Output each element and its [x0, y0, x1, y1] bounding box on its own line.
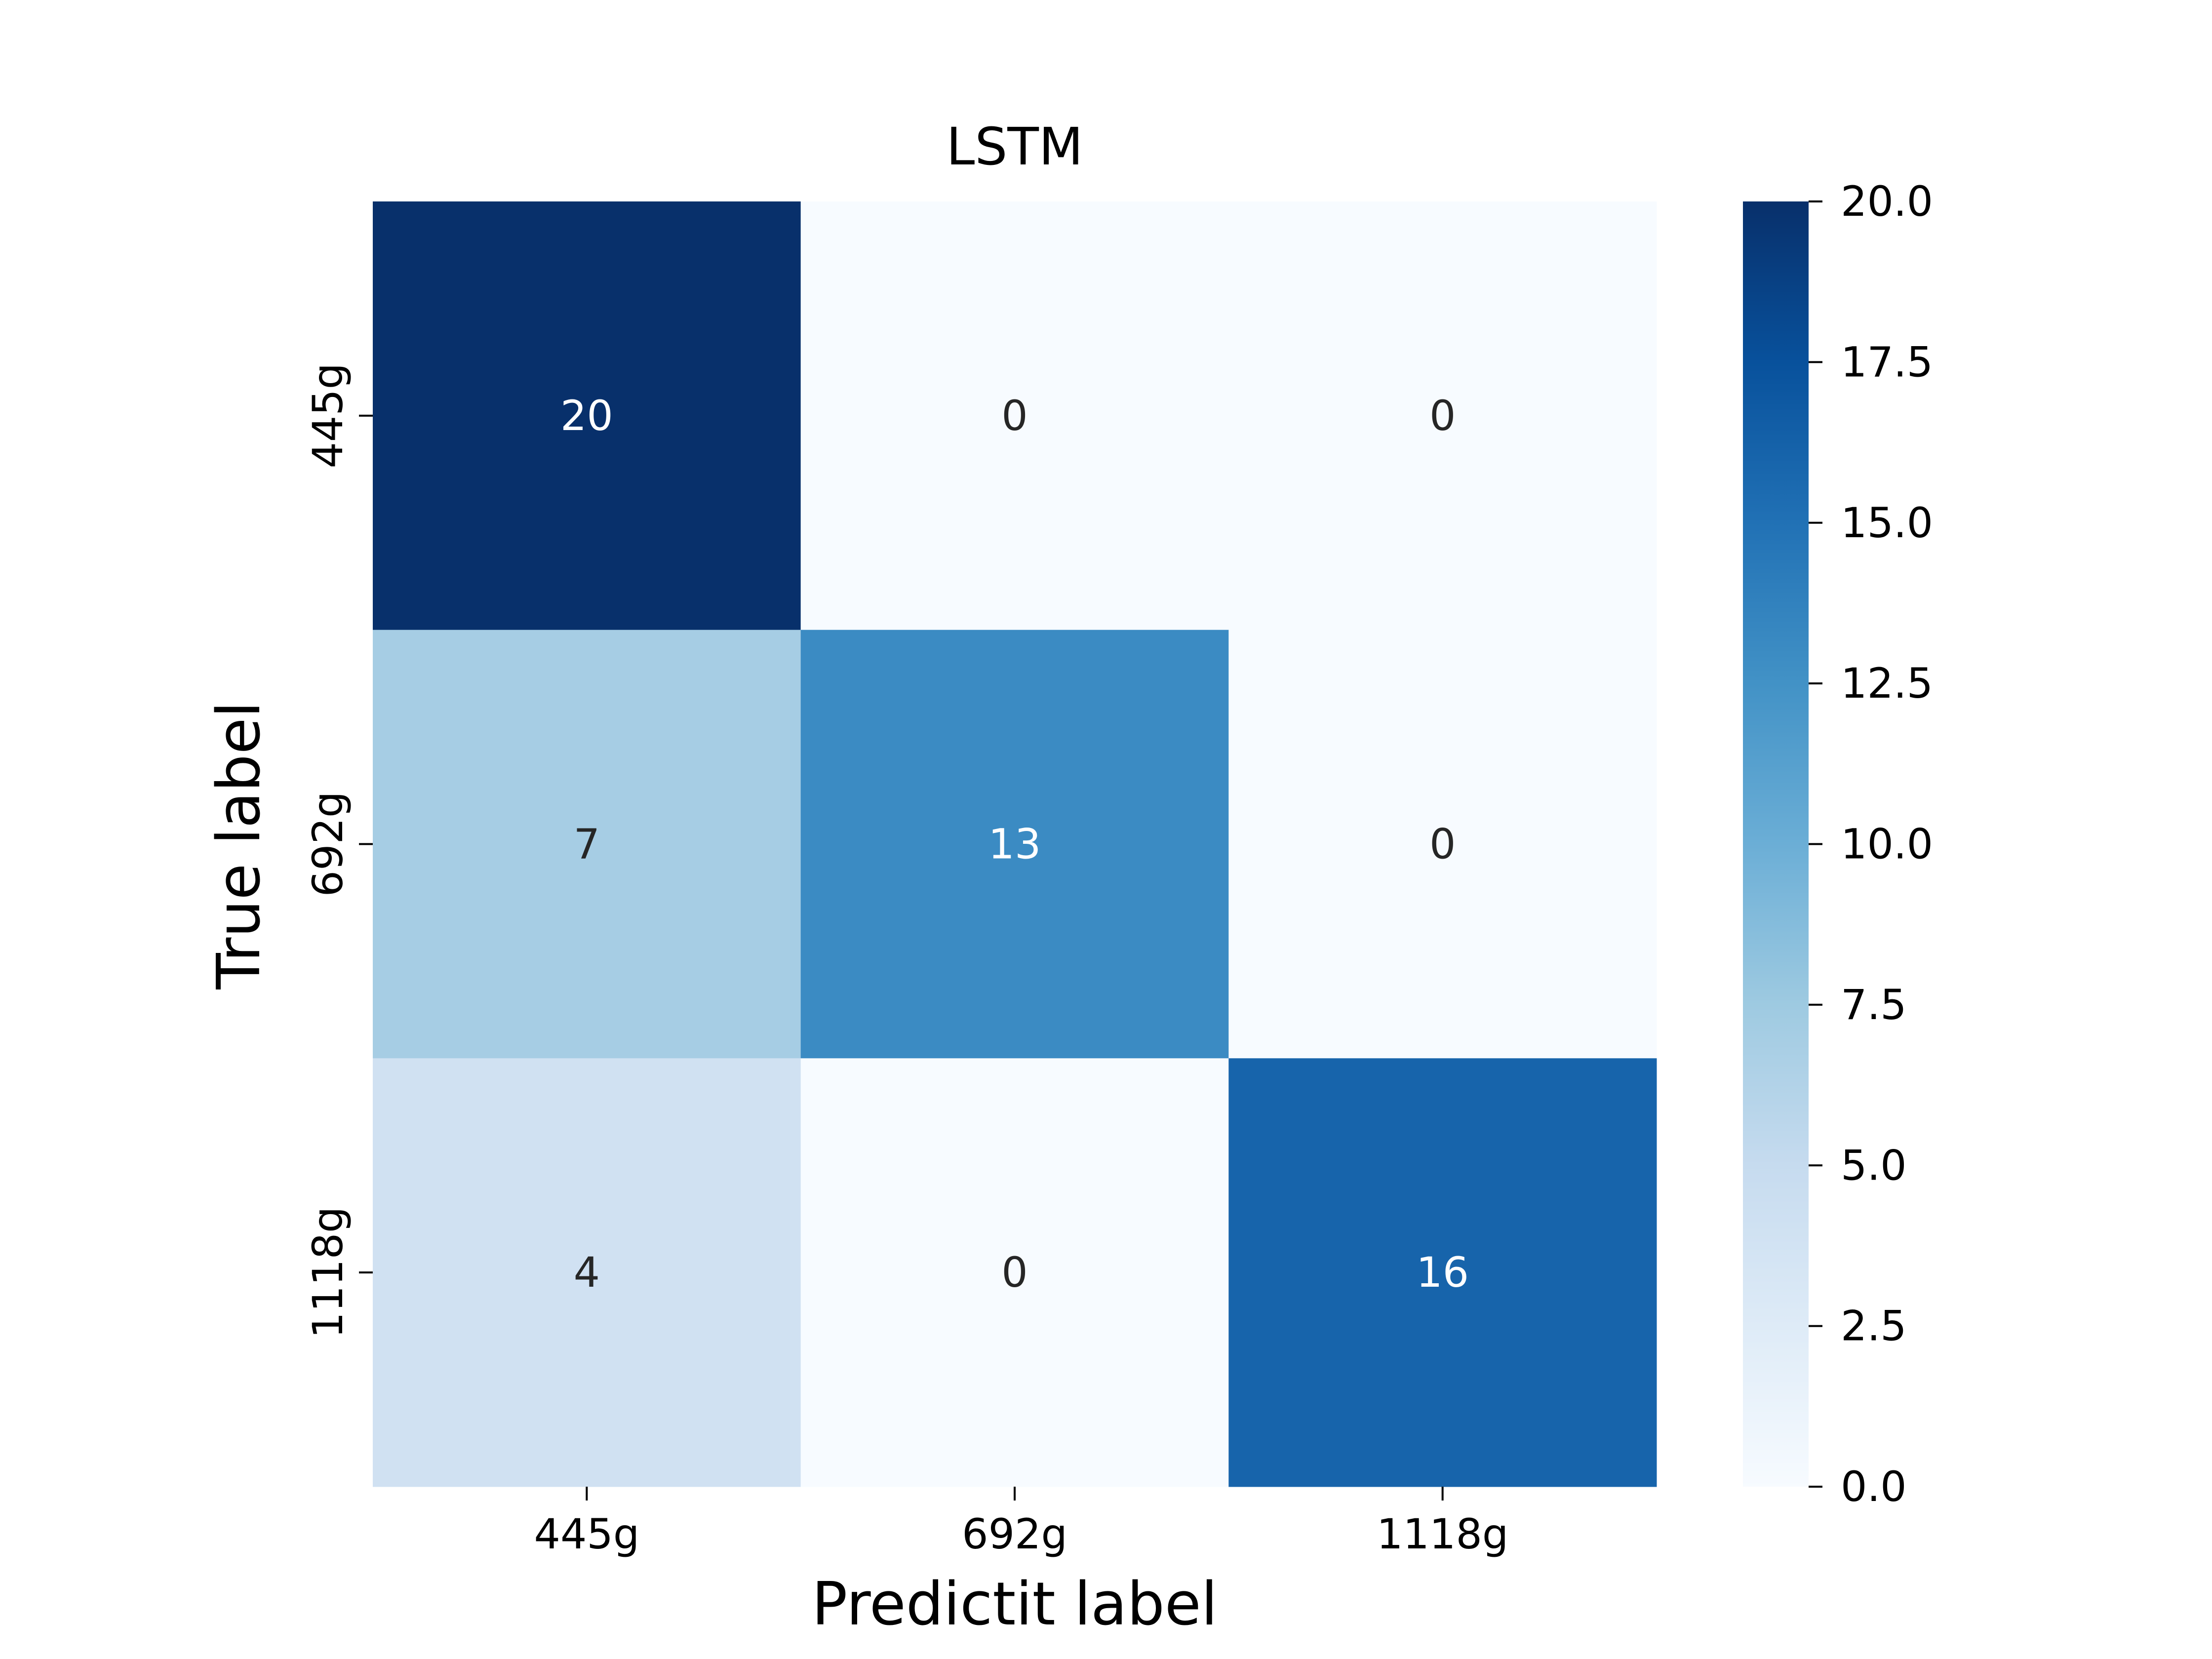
- colorbar-tick-label: 10.0: [1841, 820, 1933, 869]
- heatmap-cell: [1228, 201, 1657, 631]
- cell-value-label: 0: [1001, 392, 1027, 440]
- colorbar-tick-label: 12.5: [1841, 659, 1933, 708]
- x-tick-label: 445g: [534, 1510, 640, 1558]
- colorbar-tick-label: 2.5: [1841, 1302, 1907, 1350]
- heatmap-cell: [373, 201, 801, 631]
- heatmap-cell: [1228, 1058, 1657, 1487]
- colorbar-tick-label: 15.0: [1841, 499, 1933, 547]
- cell-value-label: 0: [1429, 820, 1456, 869]
- colorbar-tick-label: 0.0: [1841, 1462, 1907, 1511]
- y-axis: 445g 692g 1118g: [304, 363, 373, 1339]
- y-tick-label: 1118g: [304, 1207, 352, 1339]
- cell-value-label: 13: [988, 820, 1041, 869]
- y-axis-label: True label: [205, 701, 274, 989]
- colorbar-tick-label: 7.5: [1841, 981, 1907, 1029]
- y-tick-label: 692g: [304, 791, 352, 897]
- heatmap-cells: 20 0 0 7 13 0 4 0 16: [373, 201, 1657, 1487]
- heatmap-cell: [373, 1058, 801, 1487]
- y-tick-label: 445g: [304, 363, 352, 469]
- heatmap-cell: [373, 630, 801, 1059]
- cell-value-label: 0: [1001, 1248, 1027, 1297]
- colorbar-tick-label: 20.0: [1841, 177, 1933, 226]
- chart-title: LSTM: [946, 117, 1083, 177]
- cell-value-label: 16: [1416, 1248, 1469, 1297]
- heatmap-cell: [800, 1058, 1229, 1487]
- x-tick-label: 1118g: [1377, 1510, 1508, 1558]
- cell-value-label: 4: [574, 1248, 600, 1297]
- colorbar-tick-label: 17.5: [1841, 338, 1933, 386]
- cell-value-label: 7: [574, 820, 600, 869]
- x-tick-label: 692g: [962, 1510, 1067, 1558]
- cell-value-label: 0: [1429, 392, 1456, 440]
- heatmap-cell: [800, 630, 1229, 1059]
- heatmap-cell: [1228, 630, 1657, 1059]
- colorbar-ticks: 0.0 2.5 5.0 7.5 10.0 12.5 15.0 17.5 20.0: [1809, 177, 1933, 1511]
- x-axis-label: Predictit label: [812, 1570, 1218, 1639]
- colorbar: [1743, 201, 1809, 1487]
- heatmap-cell: [800, 201, 1229, 631]
- colorbar-tick-label: 5.0: [1841, 1141, 1907, 1189]
- cell-value-label: 20: [560, 392, 613, 440]
- x-axis: 445g 692g 1118g: [534, 1487, 1508, 1558]
